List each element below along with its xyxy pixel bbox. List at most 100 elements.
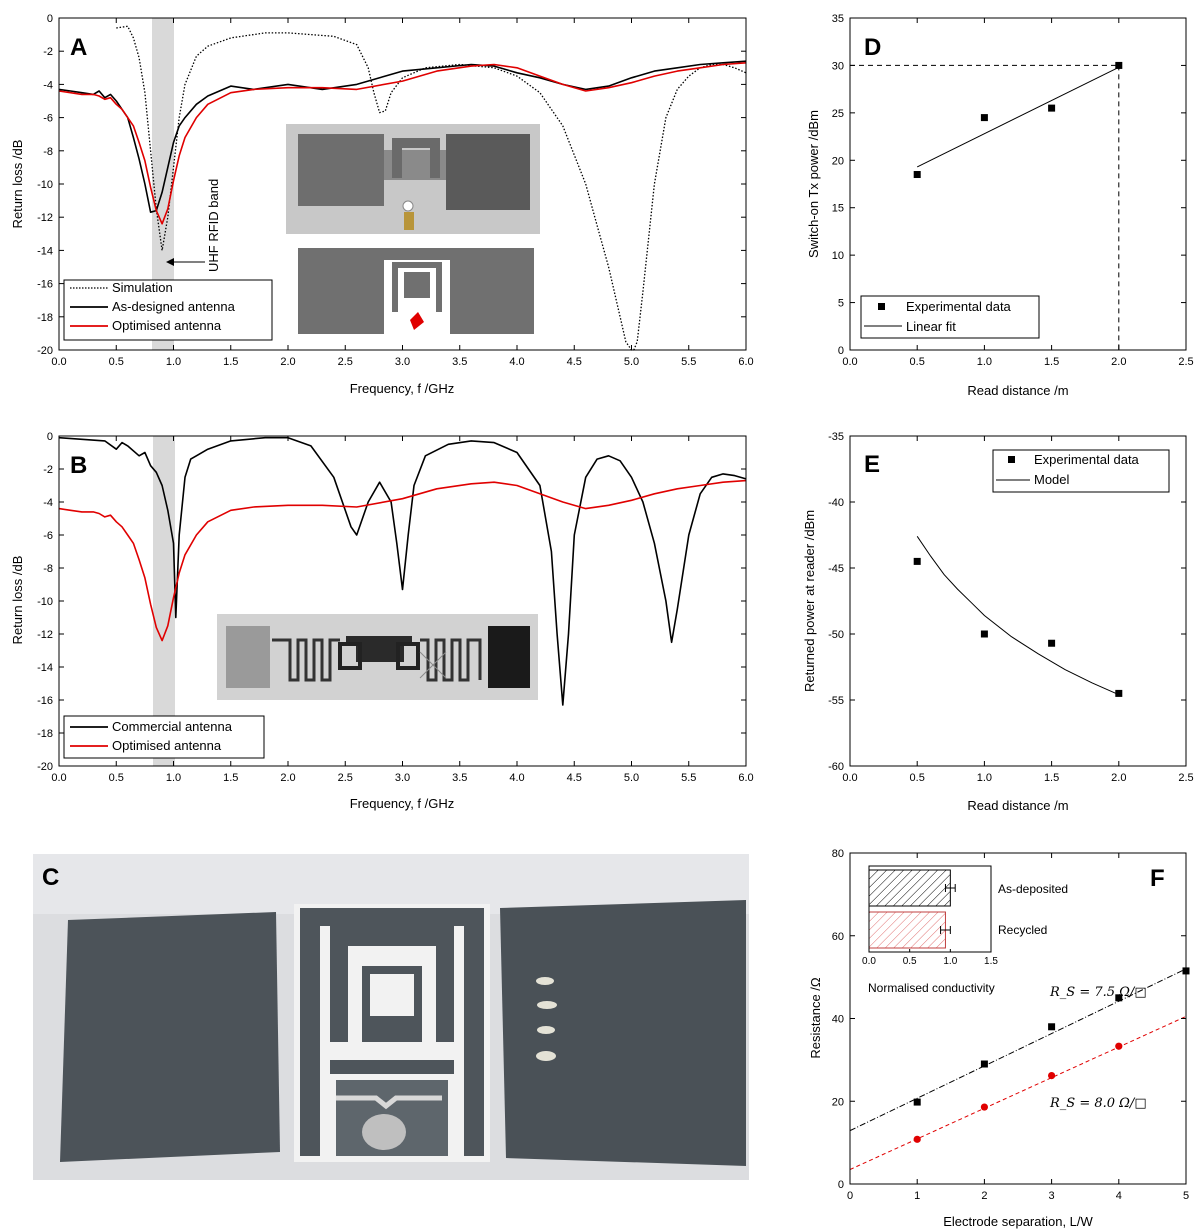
rs-annotation-red: R_S = 8.0 Ω/□ — [1049, 1096, 1147, 1111]
y-tick-label: -50 — [828, 629, 844, 641]
chart-a-series — [58, 25, 747, 351]
y-tick-label: -55 — [828, 695, 844, 707]
y-tick-label: 25 — [832, 108, 844, 120]
chart-d-ticks: 0.0 0.5 1.0 1.5 2.0 2.5 0 5 10 15 20 25 30 35 — [832, 13, 1194, 368]
y-tick-label: 0 — [838, 345, 844, 357]
y-tick-label: -2 — [43, 464, 53, 476]
chart-e-series — [913, 536, 1123, 697]
chart-b-ticks: 0.0 0.5 1.0 1.5 2.0 2.5 3.0 3.5 4.0 4.5 5.0 5.5 6.0 0… — [37, 431, 754, 784]
data-point — [980, 114, 988, 122]
y-tick-label: 30 — [832, 60, 844, 72]
y-tick-label: 0 — [47, 431, 53, 443]
model-line — [916, 536, 1120, 696]
y-tick-label: -45 — [828, 563, 844, 575]
x-tick-label: 1.0 — [166, 356, 181, 368]
x-tick-label: 2 — [981, 1190, 987, 1202]
y-tick-label: -10 — [37, 596, 53, 608]
x-tick-label: 4.5 — [567, 772, 582, 784]
data-point — [1115, 1042, 1123, 1050]
y-tick-label: 15 — [832, 203, 844, 215]
data-point — [1115, 61, 1123, 69]
x-tick-label: 5.5 — [681, 356, 696, 368]
chart-e-legend: Experimental data Model — [992, 449, 1170, 493]
data-point — [980, 1103, 989, 1111]
y-tick-label: 0 — [47, 13, 53, 25]
data-point — [913, 1135, 921, 1143]
inset-label-recycled: Recycled — [998, 923, 1047, 937]
x-tick-label: 5.5 — [681, 772, 696, 784]
y-tick-label: 20 — [832, 1096, 844, 1108]
x-tick-label: 2.5 — [338, 772, 353, 784]
y-tick-label: -18 — [37, 312, 53, 324]
series-optimised-antenna — [58, 479, 747, 642]
x-tick-label: 4.5 — [567, 356, 582, 368]
y-tick-label: -35 — [828, 431, 844, 443]
chart-b-frame — [58, 435, 747, 767]
commercial-tag-photo-inset — [217, 614, 538, 700]
y-tick-label: 60 — [832, 931, 844, 943]
x-tick-label: 2.0 — [1111, 772, 1126, 784]
chart-a-ylabel: Return loss /dB — [10, 140, 25, 229]
chart-a-xlabel: Frequency, f /GHz — [350, 381, 455, 396]
y-tick-label: -18 — [37, 728, 53, 740]
chart-f-ylabel: Resistance /Ω — [808, 977, 823, 1059]
inset-bars: 0.0 0.5 1.0 1.5 — [862, 869, 998, 967]
x-tick-label: 0.0 — [842, 772, 857, 784]
legend-optimised: Optimised antenna — [112, 738, 222, 753]
panel-label-d: D — [864, 34, 881, 61]
data-point — [980, 630, 988, 638]
data-point — [1048, 1071, 1056, 1080]
x-tick-label: 2.0 — [280, 772, 295, 784]
panel-label-f: F — [1150, 865, 1165, 892]
inset-xlabel: Normalised conductivity — [868, 981, 995, 995]
x-tick-label: 6.0 — [738, 772, 753, 784]
chart-a-legend: Simulation As-designed antenna Optimised… — [63, 279, 273, 341]
chart-d-xlabel: Read distance /m — [967, 383, 1068, 398]
y-tick-label: -6 — [43, 113, 53, 125]
x-tick-label: 5.0 — [624, 356, 639, 368]
x-tick-label: 4 — [1116, 1190, 1122, 1202]
x-tick-label: 1.5 — [1044, 356, 1059, 368]
chart-f-ticks: 0 1 2 3 4 5 0 20 40 60 80 — [832, 848, 1189, 1202]
chart-e: 0.0 0.5 1.0 1.5 2.0 2.5 -35 -40 -45 -50 -55 -60 E E… — [802, 431, 1194, 813]
x-tick-label: 4.0 — [509, 772, 524, 784]
y-tick-label: -14 — [37, 245, 53, 257]
y-tick-label: -12 — [37, 629, 53, 641]
y-tick-label: -16 — [37, 279, 53, 291]
series-optimised-antenna — [58, 62, 747, 225]
y-tick-label: -20 — [37, 761, 53, 773]
series-commercial-antenna — [58, 436, 747, 706]
chart-e-ticks: 0.0 0.5 1.0 1.5 2.0 2.5 -35 -40 -45 -50 -55 -60 — [828, 431, 1194, 784]
data-point — [980, 1060, 988, 1068]
x-tick-label: 0.5 — [109, 356, 124, 368]
chart-e-frame — [849, 435, 1187, 767]
y-tick-label: 10 — [832, 250, 844, 262]
chart-b-series — [58, 436, 747, 706]
arrow-head-icon — [166, 258, 174, 266]
chart-d-ylabel: Switch-on Tx power /dBm — [806, 110, 821, 258]
data-point — [1048, 639, 1056, 647]
x-tick-label: 0.5 — [910, 772, 925, 784]
y-tick-label: -2 — [43, 46, 53, 58]
chart-f-inset: 0.0 0.5 1.0 1.5 As-deposited Recycled Norma… — [858, 862, 1068, 995]
x-tick-label: 5 — [1183, 1190, 1189, 1202]
x-tick-label: 2.5 — [338, 356, 353, 368]
x-tick-label: 1.5 — [1044, 772, 1059, 784]
x-tick-label: 0.0 — [51, 772, 66, 784]
y-tick-label: 40 — [832, 1014, 844, 1026]
x-tick-label: 2.0 — [280, 356, 295, 368]
y-tick-label: -4 — [43, 79, 53, 91]
chart-f-frame — [849, 852, 1187, 1185]
chart-f: 0 1 2 3 4 5 0 20 40 60 80 F R_S = 7.5 Ω/□ R_S = 8.… — [808, 848, 1190, 1229]
x-tick-label: 3 — [1049, 1190, 1055, 1202]
x-tick-label: 2.0 — [1111, 356, 1126, 368]
x-tick-label: 3.5 — [452, 772, 467, 784]
x-tick-label: 5.0 — [624, 772, 639, 784]
chart-e-ylabel: Returned power at reader /dBm — [802, 510, 817, 692]
y-tick-label: -8 — [43, 563, 53, 575]
x-tick-label: 4.0 — [509, 356, 524, 368]
legend-commercial: Commercial antenna — [112, 719, 233, 734]
inset-frame — [868, 865, 992, 953]
chart-f-xlabel: Electrode separation, L/W — [943, 1214, 1093, 1229]
series-simulation — [116, 25, 747, 351]
